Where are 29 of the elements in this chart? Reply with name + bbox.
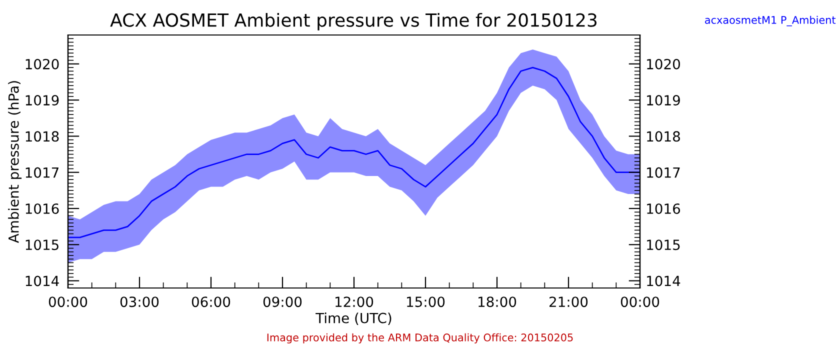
text: acxaosmetM1 P_Ambient [705,16,836,26]
y2-tick-label: 1020 [647,58,680,70]
x-axis-title: Time (UTC) [316,312,392,325]
text: Image provided by the ARM Data Quality Office: 20150205 [267,333,573,344]
y-axis-title: Ambient pressure (hPa) [8,81,22,243]
x-tick-label: 00:00 [48,296,88,308]
chart-title: ACX AOSMET Ambient pressure vs Time for 20150123 [110,12,597,30]
y2-tick-label: 1016 [647,203,680,214]
y2-tick-label: 1015 [647,240,680,250]
y2-tick-label: 1018 [647,131,680,142]
x-tick-label: 03:00 [120,296,159,308]
y2-tick-label: 1014 [647,276,680,286]
x-tick-label: 09:00 [263,296,302,308]
y-tick-label: 1016 [26,203,59,214]
y2-tick-label: 1019 [647,95,680,106]
x-tick-label: 21:00 [550,296,588,308]
y-tick-label: 1015 [26,240,58,250]
y-tick-label: 1019 [26,95,59,106]
y-tick-label: 1020 [26,58,59,70]
x-tick-label: 00:00 [620,296,660,308]
y-tick-label: 1018 [26,131,59,142]
x-tick-label: 15:00 [407,296,445,308]
y-tick-label: 1017 [26,167,58,178]
x-tick-label: 06:00 [192,296,230,308]
line-series [68,66,640,238]
x-tick-label: 12:00 [336,296,374,308]
x-tick-label: 18:00 [478,296,516,308]
y2-tick-label: 1017 [647,167,680,178]
y-tick-label: 1014 [26,276,59,286]
